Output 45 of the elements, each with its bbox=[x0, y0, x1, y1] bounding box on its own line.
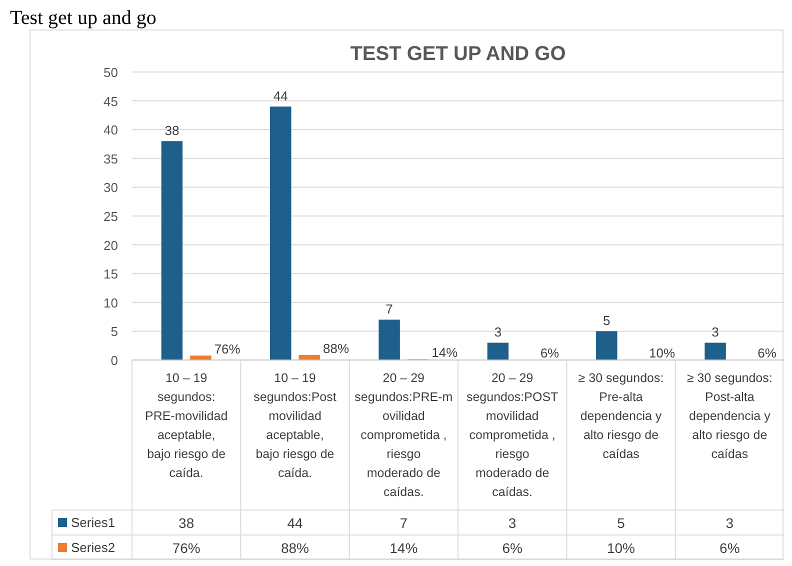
chart-title: TEST GET UP AND GO bbox=[350, 43, 566, 65]
text: 6% bbox=[758, 346, 776, 361]
text: 44 bbox=[273, 88, 288, 104]
data-label: 7 bbox=[400, 515, 408, 531]
text: Test get up and go bbox=[10, 7, 156, 29]
x-tick-label: 20 – 29 segundos:POST movilidad comprometida , riesgo moderado de caídas. bbox=[466, 371, 559, 499]
x-tick-label: 10 – 19 segundos: PRE-movilidad aceptable, bajo riesgo de caída. bbox=[144, 371, 228, 480]
data-label: 6% bbox=[502, 540, 522, 556]
y-tick-label: 45 bbox=[104, 94, 118, 109]
text: 5 bbox=[603, 313, 610, 328]
text: 3 bbox=[712, 324, 719, 340]
text: 6% bbox=[540, 346, 560, 361]
legend-label: Series1 bbox=[71, 515, 116, 530]
text: 10% bbox=[648, 345, 676, 360]
data-label: 10% bbox=[606, 540, 636, 556]
y-tick-label: 5 bbox=[110, 324, 118, 340]
y-tick-label: 15 bbox=[104, 266, 118, 282]
data-label: 14% bbox=[390, 540, 418, 556]
text: 7 bbox=[386, 302, 393, 317]
y-tick-label: 40 bbox=[104, 122, 118, 138]
y-tick-label: 30 bbox=[104, 180, 118, 196]
legend-label: Series2 bbox=[71, 540, 116, 555]
y-tick-label: 50 bbox=[104, 65, 118, 80]
x-tick-label: 10 – 19 segundos:Post movilidad aceptable, bajo riesgo de caída. bbox=[254, 371, 337, 480]
data-label: 38 bbox=[178, 515, 194, 531]
y-tick-label: 35 bbox=[104, 151, 118, 166]
data-label: 44 bbox=[287, 515, 303, 531]
data-label: 3 bbox=[726, 515, 734, 531]
x-tick-label: 20 – 29 segundos:PRE-movilidad comprometida , riesgo moderado de caídas. bbox=[354, 371, 453, 499]
text: 76% bbox=[214, 342, 240, 357]
data-label: 3 bbox=[508, 515, 516, 531]
y-tick-label: 0 bbox=[110, 353, 118, 368]
x-tick-label: ≥ 30 segundos: Post-alta dependencia y alto riesgo de caídas bbox=[686, 371, 772, 461]
text: 38 bbox=[164, 123, 180, 138]
y-tick-label: 10 bbox=[104, 295, 118, 310]
y-tick-label: 20 bbox=[104, 238, 118, 253]
x-tick-label: ≥ 30 segundos: Pre-alta dependencia y alto riesgo de caídas bbox=[578, 371, 664, 461]
data-label: 6% bbox=[720, 540, 740, 556]
text: 3 bbox=[494, 324, 502, 340]
text: 14% bbox=[432, 345, 458, 360]
text: 88% bbox=[322, 340, 350, 356]
data-label: 76% bbox=[172, 540, 200, 556]
y-tick-label: 25 bbox=[104, 209, 118, 224]
data-label: 5 bbox=[617, 515, 626, 531]
data-label: 88% bbox=[280, 540, 310, 556]
